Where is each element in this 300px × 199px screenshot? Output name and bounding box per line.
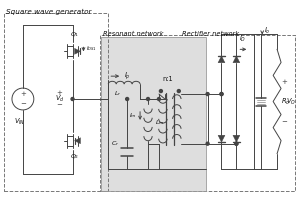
Circle shape — [158, 98, 160, 100]
Circle shape — [177, 90, 180, 93]
Text: n:1: n:1 — [163, 76, 173, 82]
Text: $L_m$: $L_m$ — [155, 118, 164, 127]
Text: $I_m$: $I_m$ — [129, 111, 137, 120]
Bar — [101, 37, 206, 191]
Text: $V_O$: $V_O$ — [286, 97, 296, 107]
Circle shape — [126, 98, 129, 100]
Circle shape — [235, 142, 238, 145]
Text: $Q_1$: $Q_1$ — [70, 31, 79, 39]
Polygon shape — [233, 56, 240, 63]
Text: +: + — [20, 91, 26, 97]
Circle shape — [220, 93, 223, 96]
Text: −: − — [57, 102, 63, 108]
Circle shape — [159, 90, 162, 93]
Polygon shape — [74, 138, 80, 144]
Text: $R_o$: $R_o$ — [281, 97, 290, 107]
Polygon shape — [218, 56, 225, 63]
Text: $I_{DS1}$: $I_{DS1}$ — [86, 44, 97, 53]
Bar — [100, 35, 295, 191]
Text: Rectifier network: Rectifier network — [182, 31, 239, 37]
Circle shape — [206, 142, 209, 145]
Text: $Q_2$: $Q_2$ — [70, 153, 79, 161]
Text: −: − — [20, 101, 26, 107]
Text: $C_r$: $C_r$ — [111, 139, 119, 148]
Text: −: − — [281, 119, 287, 125]
Text: +: + — [57, 90, 63, 96]
Text: Resonant network: Resonant network — [103, 31, 164, 37]
Circle shape — [220, 93, 223, 96]
Text: $I_D$: $I_D$ — [239, 34, 247, 44]
Bar — [4, 13, 108, 191]
Text: Square wave generator: Square wave generator — [6, 9, 91, 15]
Text: $V_{IN}$: $V_{IN}$ — [14, 117, 26, 127]
Circle shape — [235, 142, 238, 145]
Bar — [101, 37, 206, 191]
Text: $I_p$: $I_p$ — [124, 70, 131, 82]
Text: $L_r$: $L_r$ — [115, 89, 122, 98]
Circle shape — [146, 98, 149, 100]
Text: $V_d$: $V_d$ — [55, 94, 64, 104]
Text: +: + — [281, 79, 287, 85]
Polygon shape — [233, 135, 240, 142]
Polygon shape — [218, 135, 225, 142]
Text: $I_o$: $I_o$ — [264, 25, 271, 36]
Circle shape — [206, 93, 209, 96]
Polygon shape — [74, 48, 80, 54]
Circle shape — [71, 98, 74, 100]
